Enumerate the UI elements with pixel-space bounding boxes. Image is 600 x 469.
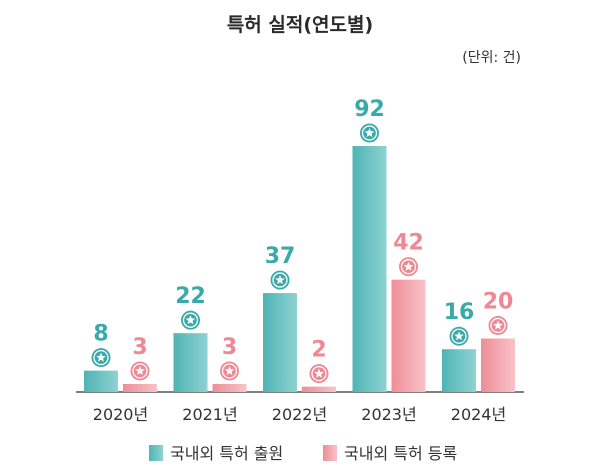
bar-2023--s2 — [391, 279, 426, 392]
star-badge-icon — [399, 257, 418, 277]
star-badge-icon — [181, 310, 200, 330]
star-badge-icon — [130, 361, 150, 381]
star-badge-icon — [309, 364, 329, 384]
star-badge-icon — [449, 326, 469, 346]
value-label-2021--s1: 22 — [175, 284, 206, 309]
ticks-layer: 2020년 2021년 2022년 2023년 2024년 — [93, 405, 506, 424]
value-label-2020--s2: 3 — [132, 335, 147, 360]
value-label-2021--s2: 3 — [222, 335, 237, 360]
legend-label-s2: 국내외 특허 등록 — [344, 444, 457, 463]
x-tick-label-2021-: 2021년 — [182, 405, 237, 424]
bar-2020--s1 — [84, 370, 118, 392]
value-label-2022--s1: 37 — [265, 244, 296, 269]
x-tick-label-2023-: 2023년 — [361, 405, 416, 424]
x-tick-label-2024-: 2024년 — [451, 405, 506, 424]
x-tick-label-2022-: 2022년 — [272, 405, 327, 424]
value-label-2024--s2: 20 — [483, 290, 514, 315]
star-badge-icon — [220, 361, 239, 381]
legend-swatch-s2 — [323, 445, 337, 461]
x-tick-label-2020-: 2020년 — [93, 405, 148, 424]
bar-2020--s2 — [123, 383, 157, 392]
chart-title: 특허 실적(연도별) — [227, 14, 373, 36]
legend: 국내외 특허 출원 국내외 특허 등록 — [149, 444, 457, 463]
bar-2024--s1 — [442, 349, 476, 392]
unit-note: (단위: 건) — [462, 50, 521, 66]
value-label-2022--s2: 2 — [311, 338, 326, 363]
bar-2024--s2 — [481, 338, 515, 392]
bars-layer — [84, 146, 515, 392]
value-label-2023--s1: 92 — [354, 97, 385, 122]
bar-2022--s1 — [263, 293, 297, 392]
star-badge-icon — [91, 348, 111, 368]
bar-2021--s1 — [173, 333, 208, 392]
value-label-2020--s1: 8 — [93, 322, 108, 347]
bar-2023--s1 — [352, 146, 387, 392]
legend-label-s1: 국내외 특허 출원 — [170, 444, 283, 463]
star-badge-icon — [488, 316, 508, 336]
star-badge-icon — [270, 270, 290, 290]
bar-2022--s2 — [302, 386, 336, 392]
star-badge-icon — [360, 123, 379, 143]
value-label-2024--s1: 16 — [444, 300, 475, 325]
value-label-2023--s2: 42 — [393, 231, 424, 256]
bar-2021--s2 — [212, 383, 247, 392]
legend-swatch-s1 — [149, 445, 163, 461]
